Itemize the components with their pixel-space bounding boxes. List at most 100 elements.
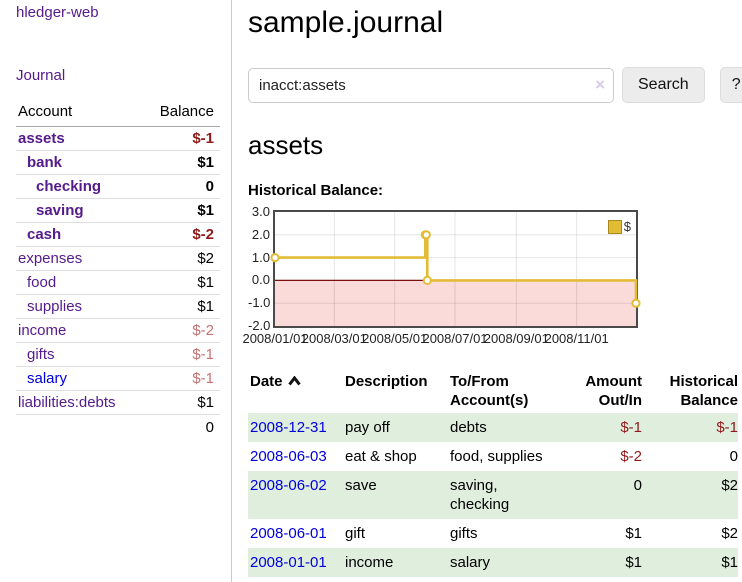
account-link[interactable]: salary — [27, 370, 68, 387]
historical-balance-chart: $ 3.0 2.0 1.0 0.0 -1.0 -2.0 2008/01/01 2008/03/… — [242, 204, 738, 347]
chart-svg — [270, 212, 641, 326]
account-link[interactable]: expenses — [18, 250, 83, 267]
accounts-total-row: 0 — [16, 414, 220, 440]
transaction-date-link[interactable]: 2008-01-01 — [250, 554, 327, 571]
y-axis-tick-label: -2.0 — [248, 318, 271, 333]
x-axis-tick-label: 2008/09/01 — [483, 331, 549, 346]
transaction-description-cell: gift — [345, 525, 366, 542]
transaction-date-cell: 2008-06-01 — [248, 519, 345, 548]
transaction-row: 2008-12-31 pay off debts $-1 $-1 — [248, 413, 738, 442]
y-axis-tick-label: 1.0 — [251, 249, 270, 265]
transaction-amount-cell: $1 — [625, 525, 642, 542]
account-row: assets $-1 — [16, 126, 220, 151]
transaction-amount-cell: $-2 — [620, 448, 642, 465]
account-balance: $1 — [141, 294, 220, 319]
transaction-accounts-cell: saving, checking — [450, 471, 572, 519]
transaction-description-cell: income — [345, 548, 450, 577]
sidebar-item-journal[interactable]: Journal — [16, 67, 66, 84]
app-brand-link[interactable]: hledger-web — [16, 4, 99, 21]
transaction-accounts-cell: gifts — [450, 519, 572, 548]
account-balance: $-1 — [141, 126, 220, 151]
x-axis-tick-label: 2008/05/01 — [362, 331, 428, 346]
account-balance: 0 — [141, 174, 220, 199]
transaction-amount-cell: $-1 — [572, 413, 642, 442]
account-name-cell: liabilities:debts — [16, 390, 142, 415]
transaction-row: 2008-06-02 save saving, checking 0 $2 — [248, 471, 738, 519]
account-link[interactable]: gifts — [27, 346, 55, 363]
accounts-tbody: assets $-1 bank $1 checking 0 saving $1 cash $-2 e… — [16, 126, 220, 415]
account-name-cell: saving — [16, 198, 142, 223]
transaction-date-link[interactable]: 2008-06-03 — [250, 448, 327, 465]
account-link[interactable]: liabilities:debts — [18, 394, 116, 411]
legend-swatch-icon — [607, 219, 622, 234]
account-name-cell: income — [16, 318, 142, 343]
transaction-amount-cell: 0 — [572, 471, 642, 519]
accounts-header-row: Account Balance — [16, 100, 220, 127]
account-link[interactable]: supplies — [27, 298, 83, 315]
account-link[interactable]: saving — [36, 202, 84, 219]
account-link[interactable]: bank — [27, 154, 63, 171]
transaction-date-link[interactable]: 2008-06-01 — [250, 525, 327, 542]
page-title: sample.journal — [248, 6, 444, 39]
transaction-balance-cell: $2 — [721, 525, 738, 542]
account-row: checking 0 — [16, 174, 220, 199]
transaction-accounts: saving, checking — [450, 477, 510, 513]
transaction-row: 2008-01-01 income salary $1 $1 — [248, 548, 738, 577]
account-column-header: Account — [16, 100, 142, 127]
transaction-date-cell: 2008-06-02 — [248, 471, 345, 519]
account-balance: $1 — [141, 198, 220, 223]
amount-column-header: Amount Out/In — [585, 373, 642, 409]
account-balance: $-2 — [141, 318, 220, 343]
transaction-accounts-cell: debts — [450, 413, 572, 442]
account-header-label: To/From Account(s) — [450, 373, 529, 409]
account-balance: $1 — [141, 150, 220, 175]
account-heading: assets — [248, 130, 324, 160]
balance-column-header: Balance — [141, 100, 220, 127]
account-row: salary $-1 — [16, 366, 220, 391]
account-name-cell: cash — [16, 222, 142, 247]
account-name-cell: assets — [16, 126, 142, 151]
account-link[interactable]: income — [18, 322, 67, 339]
account-row: gifts $-1 — [16, 342, 220, 367]
account-row: bank $1 — [16, 150, 220, 175]
transaction-description-cell: save — [345, 471, 450, 519]
account-row: cash $-2 — [16, 222, 220, 247]
account-row: liabilities:debts $1 — [16, 390, 220, 415]
account-balance: $1 — [141, 390, 220, 415]
transaction-date-cell: 2008-01-01 — [248, 548, 345, 577]
transaction-date-cell: 2008-06-03 — [248, 442, 345, 471]
transaction-date-cell: 2008-12-31 — [248, 413, 345, 442]
account-row: supplies $1 — [16, 294, 220, 319]
account-name-cell: gifts — [16, 342, 142, 367]
search-help-button[interactable]: ? — [719, 67, 742, 103]
account-link[interactable]: assets — [18, 130, 65, 147]
search-input-wrapper: × — [248, 67, 614, 103]
accounts-table: Account Balance assets $-1 bank $1 checking 0… — [16, 100, 220, 440]
account-name-cell: salary — [16, 366, 142, 391]
transaction-description-cell: eat & shop — [345, 448, 417, 465]
transaction-date-link[interactable]: 2008-12-31 — [250, 419, 327, 436]
transaction-date-link[interactable]: 2008-06-02 — [250, 477, 327, 494]
transaction-accounts: food, supplies — [450, 448, 543, 465]
search-form: × Search ? — [248, 67, 742, 103]
legend-label: $ — [623, 219, 631, 234]
y-axis-tick-label: -1.0 — [248, 295, 271, 311]
transaction-amount-cell: $1 — [572, 548, 642, 577]
transaction-balance-cell: $-1 — [642, 413, 738, 442]
account-balance: $1 — [141, 270, 220, 295]
account-link[interactable]: checking — [36, 178, 102, 195]
y-axis-tick-label: 3.0 — [251, 204, 270, 219]
account-balance: $-2 — [141, 222, 220, 247]
account-link[interactable]: food — [27, 274, 57, 291]
account-name-cell: food — [16, 270, 142, 295]
search-input[interactable] — [248, 67, 614, 103]
total-balance: 0 — [141, 414, 220, 440]
x-axis-tick-label: 2008/03/01 — [301, 331, 367, 346]
date-column-header[interactable]: Date — [248, 369, 345, 413]
account-name-cell: checking — [16, 174, 142, 199]
search-button[interactable]: Search — [622, 67, 705, 103]
date-header-label: Date — [250, 373, 283, 390]
account-link[interactable]: cash — [27, 226, 62, 243]
account-name-cell: bank — [16, 150, 142, 175]
clear-search-icon[interactable]: × — [595, 74, 605, 94]
